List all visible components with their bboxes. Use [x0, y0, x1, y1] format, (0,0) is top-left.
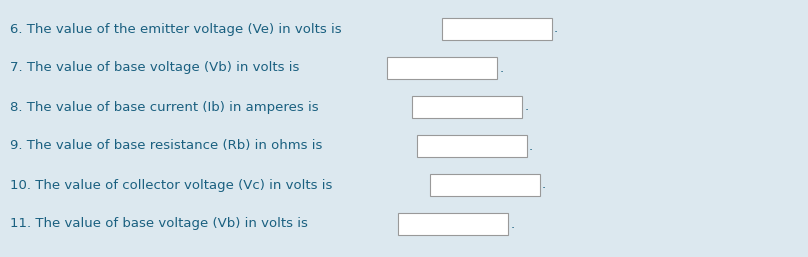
Text: 10. The value of collector voltage (Vc) in volts is: 10. The value of collector voltage (Vc) …	[10, 179, 332, 191]
Text: 6. The value of the emitter voltage (Ve) in volts is: 6. The value of the emitter voltage (Ve)…	[10, 23, 342, 35]
Bar	[417, 135, 527, 157]
Text: .: .	[511, 217, 515, 231]
Bar	[430, 174, 540, 196]
Bar	[442, 18, 552, 40]
Text: .: .	[542, 179, 546, 191]
Text: .: .	[554, 23, 558, 35]
Bar	[387, 57, 498, 79]
Text: 11. The value of base voltage (Vb) in volts is: 11. The value of base voltage (Vb) in vo…	[10, 217, 308, 231]
Text: 8. The value of base current (Ib) in amperes is: 8. The value of base current (Ib) in amp…	[10, 100, 318, 114]
Text: .: .	[529, 140, 533, 152]
Text: .: .	[524, 100, 528, 114]
Bar	[398, 213, 508, 235]
Text: 7. The value of base voltage (Vb) in volts is: 7. The value of base voltage (Vb) in vol…	[10, 61, 300, 75]
Bar	[412, 96, 522, 118]
Text: 9. The value of base resistance (Rb) in ohms is: 9. The value of base resistance (Rb) in …	[10, 140, 322, 152]
Text: .: .	[499, 61, 503, 75]
